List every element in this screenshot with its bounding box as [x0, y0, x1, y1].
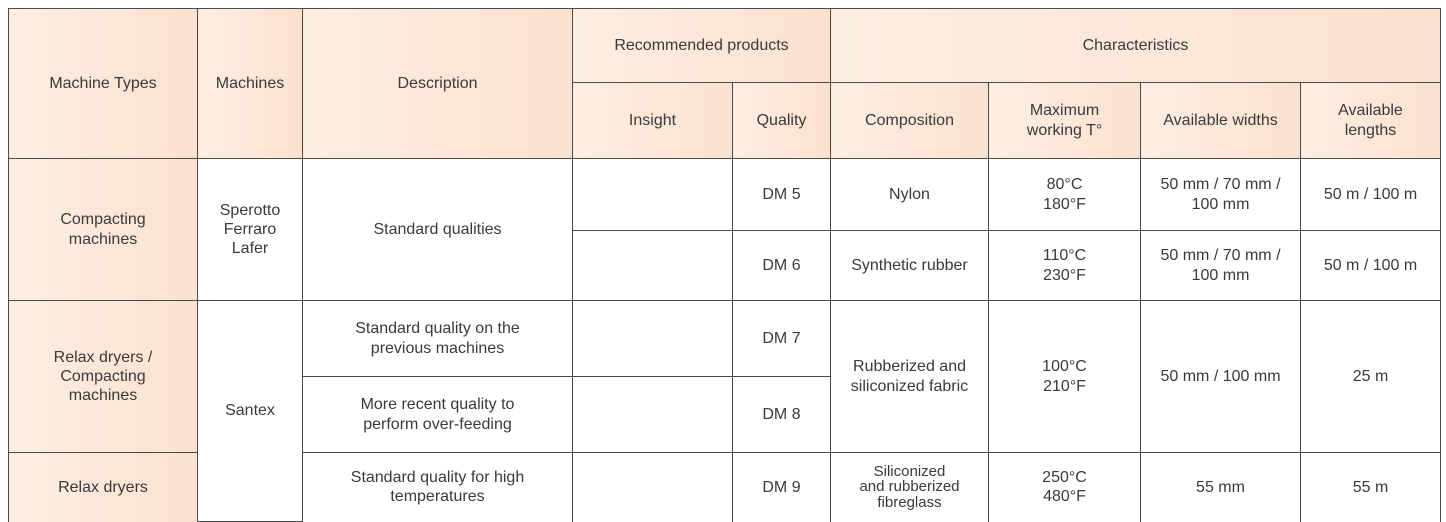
- header-row: Insight Quality Composition Maximum work…: [9, 82, 1441, 159]
- widths: 50 mm / 70 mm / 100 mm: [1140, 230, 1301, 301]
- insight-swatch: [572, 376, 733, 453]
- composition: Siliconized and rubberized fibreglass: [830, 452, 989, 522]
- header-cell: Available lengths: [1300, 82, 1441, 159]
- description: More recent quality to perform over-feed…: [302, 376, 573, 453]
- machine-type: Compacting machines: [8, 158, 198, 301]
- quality: DM 8: [732, 376, 831, 453]
- widths: 50 mm / 70 mm / 100 mm: [1140, 158, 1301, 231]
- description: Standard qualities: [302, 158, 573, 301]
- machines: Sperotto Ferraro Lafer: [197, 158, 303, 301]
- lengths: 55 m: [1300, 452, 1441, 522]
- row: Compacting machines Sperotto Ferraro Laf…: [8, 158, 1441, 301]
- description: Standard quality for high temperatures: [302, 452, 573, 522]
- header-row: Machine Types Machines Description Recom…: [8, 8, 1441, 159]
- header-cell: Machines: [197, 8, 303, 159]
- insight-swatch: [572, 452, 733, 522]
- quality: DM 6: [732, 230, 831, 301]
- header-cell: Recommended products: [572, 8, 831, 83]
- quality: DM 5: [732, 158, 831, 231]
- header-cell: Insight: [572, 82, 733, 159]
- header-cell: Maximum working T°: [988, 82, 1141, 159]
- header-cell: Machine Types: [8, 8, 198, 159]
- header-cell: Characteristics: [830, 8, 1441, 83]
- composition: Nylon: [830, 158, 989, 231]
- widths: 55 mm: [1140, 452, 1301, 522]
- row: More recent quality to perform over-feed…: [9, 376, 1441, 453]
- composition: Synthetic rubber: [830, 230, 989, 301]
- machines: Santex: [197, 300, 303, 522]
- lengths: 50 m / 100 m: [1300, 230, 1441, 301]
- max-temperature: 250°C 480°F: [988, 452, 1141, 522]
- insight-swatch: [572, 300, 733, 377]
- quality: DM 7: [732, 300, 831, 377]
- product-table: Machine Types Machines Description Recom…: [8, 8, 1441, 522]
- max-temperature: 100°C 210°F: [988, 300, 1141, 453]
- widths: 50 mm / 100 mm: [1140, 300, 1301, 453]
- row: Relax dryers Standard quality for high t…: [8, 452, 1441, 522]
- lengths: 50 m / 100 m: [1300, 158, 1441, 231]
- machine-type: Relax dryers: [8, 452, 198, 522]
- header-cell: Quality: [732, 82, 831, 159]
- machine-type: Relax dryers / Compacting machines: [8, 300, 198, 453]
- header-cell: Composition: [830, 82, 989, 159]
- max-temperature: 80°C 180°F: [988, 158, 1141, 231]
- header-cell: Available widths: [1140, 82, 1301, 159]
- lengths: 25 m: [1300, 300, 1441, 453]
- header-cell: Description: [302, 8, 573, 159]
- insight-swatch: [572, 230, 733, 301]
- row: Relax dryers / Compacting machines Sante…: [8, 300, 1441, 522]
- insight-swatch: [572, 158, 733, 231]
- max-temperature: 110°C 230°F: [988, 230, 1141, 301]
- quality: DM 9: [732, 452, 831, 522]
- description: Standard quality on the previous machine…: [302, 300, 573, 377]
- composition: Rubberized and siliconized fabric: [830, 300, 989, 453]
- row: DM 6 Synthetic rubber 110°C 230°F 50 mm …: [9, 230, 1441, 301]
